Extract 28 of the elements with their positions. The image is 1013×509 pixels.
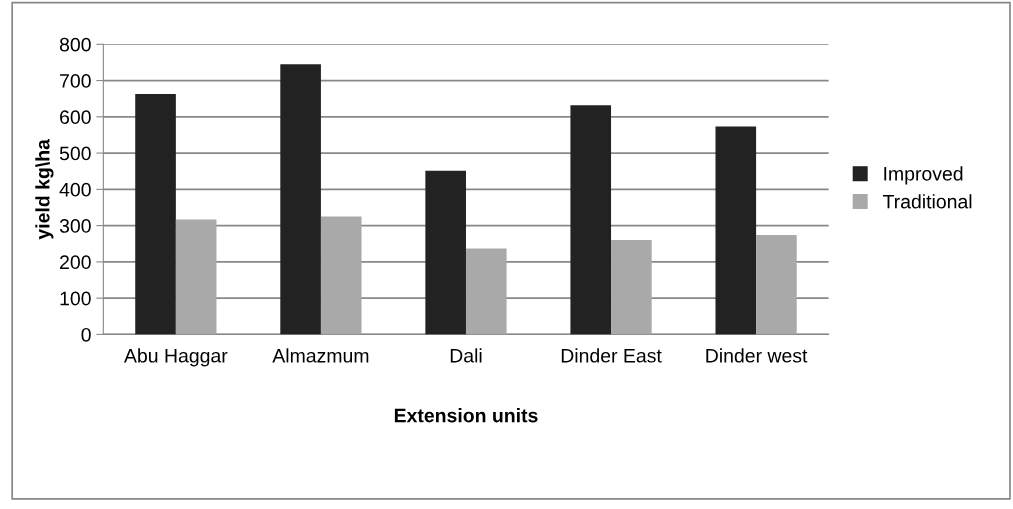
- y-tick-label: 300: [59, 219, 91, 233]
- bar: [715, 126, 757, 335]
- y-tick-label: 500: [59, 146, 91, 161]
- y-tick-label: 800: [59, 37, 91, 52]
- x-tick-label: Almazmum: [272, 348, 369, 363]
- x-tick-label: Dinder west: [706, 348, 808, 363]
- y-tick-label: 400: [59, 182, 91, 197]
- x-tick-label: Dinder East: [561, 348, 662, 363]
- bar: [570, 105, 612, 335]
- y-tick-label: 100: [60, 291, 91, 306]
- bar: [175, 219, 217, 335]
- x-axis-title: Extension units: [394, 408, 538, 423]
- y-tick-label: 0: [81, 327, 91, 342]
- bar: [756, 235, 797, 335]
- x-tick-label: Dali: [450, 348, 482, 363]
- bar: [465, 248, 507, 335]
- bar: [425, 170, 466, 335]
- y-tick-label: 600: [60, 110, 91, 125]
- x-tick-label: Abu Haggar: [124, 348, 228, 367]
- bar: [320, 216, 362, 335]
- y-tick-label: 200: [60, 255, 91, 270]
- y-tick-label: 700: [60, 74, 91, 88]
- bar: [611, 240, 652, 335]
- y-axis-title: yield kg\ha: [35, 138, 54, 240]
- legend-label: Traditional: [882, 194, 972, 209]
- bar: [135, 93, 176, 335]
- bar: [280, 64, 321, 335]
- legend-label: Improved: [884, 166, 963, 185]
